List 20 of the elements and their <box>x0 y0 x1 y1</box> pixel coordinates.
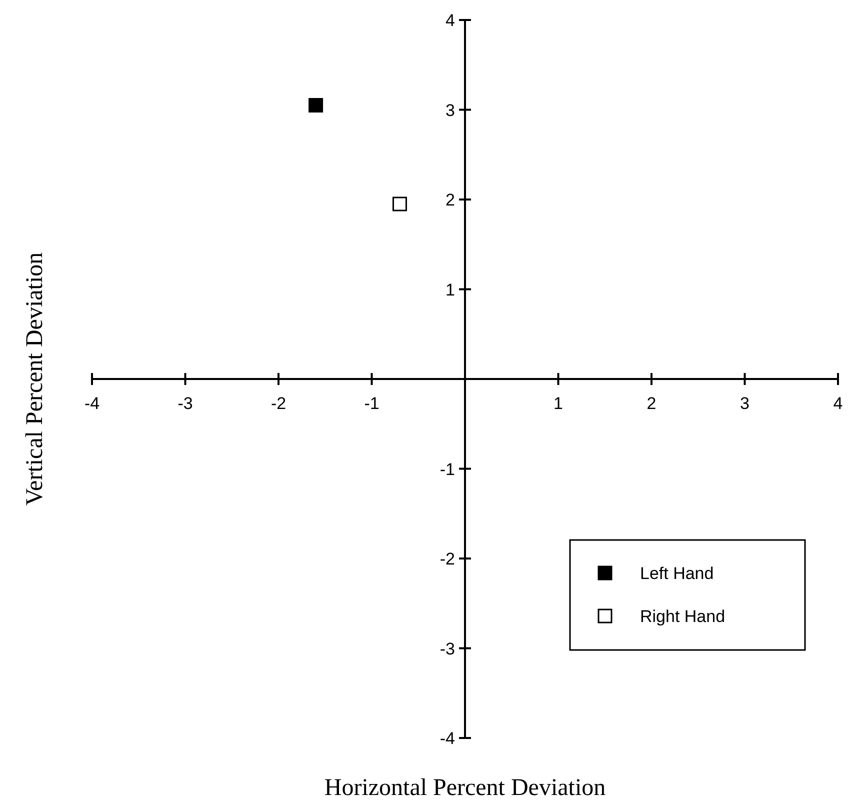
x-tick-label: 1 <box>554 394 563 413</box>
x-tick-label: 3 <box>740 394 750 413</box>
legend-label: Left Hand <box>640 564 714 583</box>
y-axis-title: Vertical Percent Deviation <box>22 252 48 506</box>
legend-label: Right Hand <box>640 607 726 626</box>
y-tick-label: 4 <box>446 11 455 30</box>
x-tick-label: 2 <box>646 394 656 413</box>
y-tick-label: -4 <box>440 729 455 748</box>
y-tick-label: 1 <box>446 280 455 300</box>
x-tick-label: -4 <box>84 394 100 413</box>
y-tick-label: -1 <box>440 460 455 479</box>
x-tick-label: -3 <box>178 394 193 413</box>
y-tick-label: -3 <box>440 639 455 658</box>
x-axis-title: Horizontal Percent Deviation <box>324 775 606 801</box>
x-tick-label: -2 <box>270 394 286 413</box>
x-tick-label: 4 <box>833 394 843 413</box>
y-tick-label: 2 <box>446 190 455 210</box>
y-tick-label: 3 <box>446 100 455 120</box>
y-tick-label: -2 <box>440 550 455 568</box>
x-tick-label: -1 <box>364 394 380 413</box>
